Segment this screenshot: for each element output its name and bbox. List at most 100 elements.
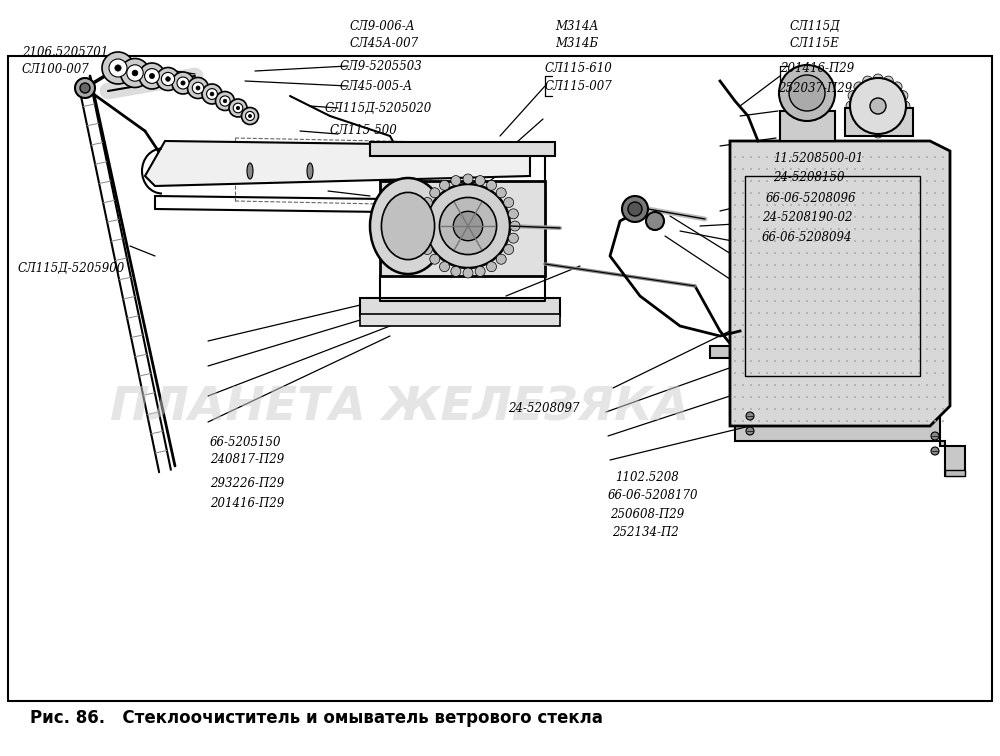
Ellipse shape [774, 216, 776, 218]
Ellipse shape [838, 324, 840, 326]
Ellipse shape [814, 312, 816, 314]
Ellipse shape [918, 180, 920, 182]
Ellipse shape [894, 240, 896, 242]
Ellipse shape [894, 408, 896, 410]
Text: Рис. 86.   Стеклоочиститель и омыватель ветрового стекла: Рис. 86. Стеклоочиститель и омыватель ве… [30, 709, 603, 727]
Ellipse shape [750, 276, 752, 278]
Bar [520, 191, 545, 219]
Ellipse shape [750, 348, 752, 350]
Ellipse shape [734, 228, 736, 230]
Ellipse shape [942, 264, 944, 266]
Ellipse shape [132, 70, 138, 76]
Ellipse shape [782, 156, 784, 158]
Ellipse shape [942, 420, 944, 422]
Ellipse shape [934, 336, 936, 338]
Ellipse shape [942, 372, 944, 374]
Ellipse shape [758, 276, 760, 278]
Ellipse shape [934, 276, 936, 278]
Ellipse shape [806, 228, 808, 230]
Ellipse shape [894, 252, 896, 254]
Ellipse shape [766, 348, 768, 350]
Ellipse shape [750, 372, 752, 374]
Ellipse shape [838, 300, 840, 302]
Ellipse shape [934, 252, 936, 254]
Ellipse shape [870, 240, 872, 242]
Ellipse shape [892, 120, 902, 130]
Ellipse shape [910, 408, 912, 410]
Ellipse shape [806, 156, 808, 158]
Ellipse shape [370, 178, 446, 274]
Ellipse shape [894, 396, 896, 398]
Ellipse shape [806, 252, 808, 254]
Ellipse shape [814, 276, 816, 278]
Ellipse shape [854, 204, 856, 206]
Ellipse shape [902, 372, 904, 374]
Ellipse shape [822, 264, 824, 266]
Ellipse shape [894, 312, 896, 314]
Ellipse shape [830, 360, 832, 362]
Ellipse shape [504, 197, 514, 207]
Text: 24-5208190-02: 24-5208190-02 [762, 211, 852, 225]
Ellipse shape [758, 384, 760, 386]
Ellipse shape [934, 360, 936, 362]
Ellipse shape [926, 216, 928, 218]
Ellipse shape [798, 204, 800, 206]
Text: 252037-П29: 252037-П29 [778, 82, 852, 95]
Ellipse shape [902, 360, 904, 362]
Ellipse shape [838, 336, 840, 338]
Ellipse shape [139, 63, 165, 89]
Ellipse shape [918, 312, 920, 314]
Ellipse shape [790, 324, 792, 326]
Ellipse shape [870, 408, 872, 410]
Ellipse shape [814, 240, 816, 242]
Ellipse shape [782, 228, 784, 230]
Ellipse shape [814, 372, 816, 374]
Ellipse shape [838, 156, 840, 158]
Text: 66-5205150: 66-5205150 [210, 435, 282, 449]
Ellipse shape [440, 180, 450, 191]
Ellipse shape [750, 168, 752, 170]
Ellipse shape [798, 300, 800, 302]
Ellipse shape [790, 276, 792, 278]
Ellipse shape [822, 168, 824, 170]
Ellipse shape [814, 408, 816, 410]
Ellipse shape [894, 372, 896, 374]
Ellipse shape [750, 228, 752, 230]
Ellipse shape [822, 312, 824, 314]
Ellipse shape [798, 156, 800, 158]
Ellipse shape [854, 192, 856, 194]
Ellipse shape [814, 180, 816, 182]
Ellipse shape [918, 156, 920, 158]
Ellipse shape [806, 324, 808, 326]
Ellipse shape [734, 288, 736, 290]
Ellipse shape [750, 264, 752, 266]
Text: СЛ9-006-А: СЛ9-006-А [350, 20, 416, 33]
Ellipse shape [838, 408, 840, 410]
Ellipse shape [418, 233, 428, 243]
Ellipse shape [854, 264, 856, 266]
Ellipse shape [814, 384, 816, 386]
Ellipse shape [854, 324, 856, 326]
Ellipse shape [750, 252, 752, 254]
Ellipse shape [798, 168, 800, 170]
Ellipse shape [886, 252, 888, 254]
Ellipse shape [774, 264, 776, 266]
Ellipse shape [814, 288, 816, 290]
Ellipse shape [886, 180, 888, 182]
Ellipse shape [806, 396, 808, 398]
Ellipse shape [790, 396, 792, 398]
Ellipse shape [510, 221, 520, 231]
Ellipse shape [934, 396, 936, 398]
Polygon shape [730, 141, 950, 426]
Ellipse shape [846, 396, 848, 398]
Ellipse shape [742, 360, 744, 362]
Ellipse shape [926, 384, 928, 386]
Ellipse shape [774, 324, 776, 326]
Ellipse shape [774, 204, 776, 206]
Ellipse shape [822, 360, 824, 362]
Ellipse shape [910, 252, 912, 254]
Ellipse shape [830, 324, 832, 326]
Ellipse shape [742, 168, 744, 170]
Ellipse shape [742, 324, 744, 326]
Ellipse shape [790, 216, 792, 218]
